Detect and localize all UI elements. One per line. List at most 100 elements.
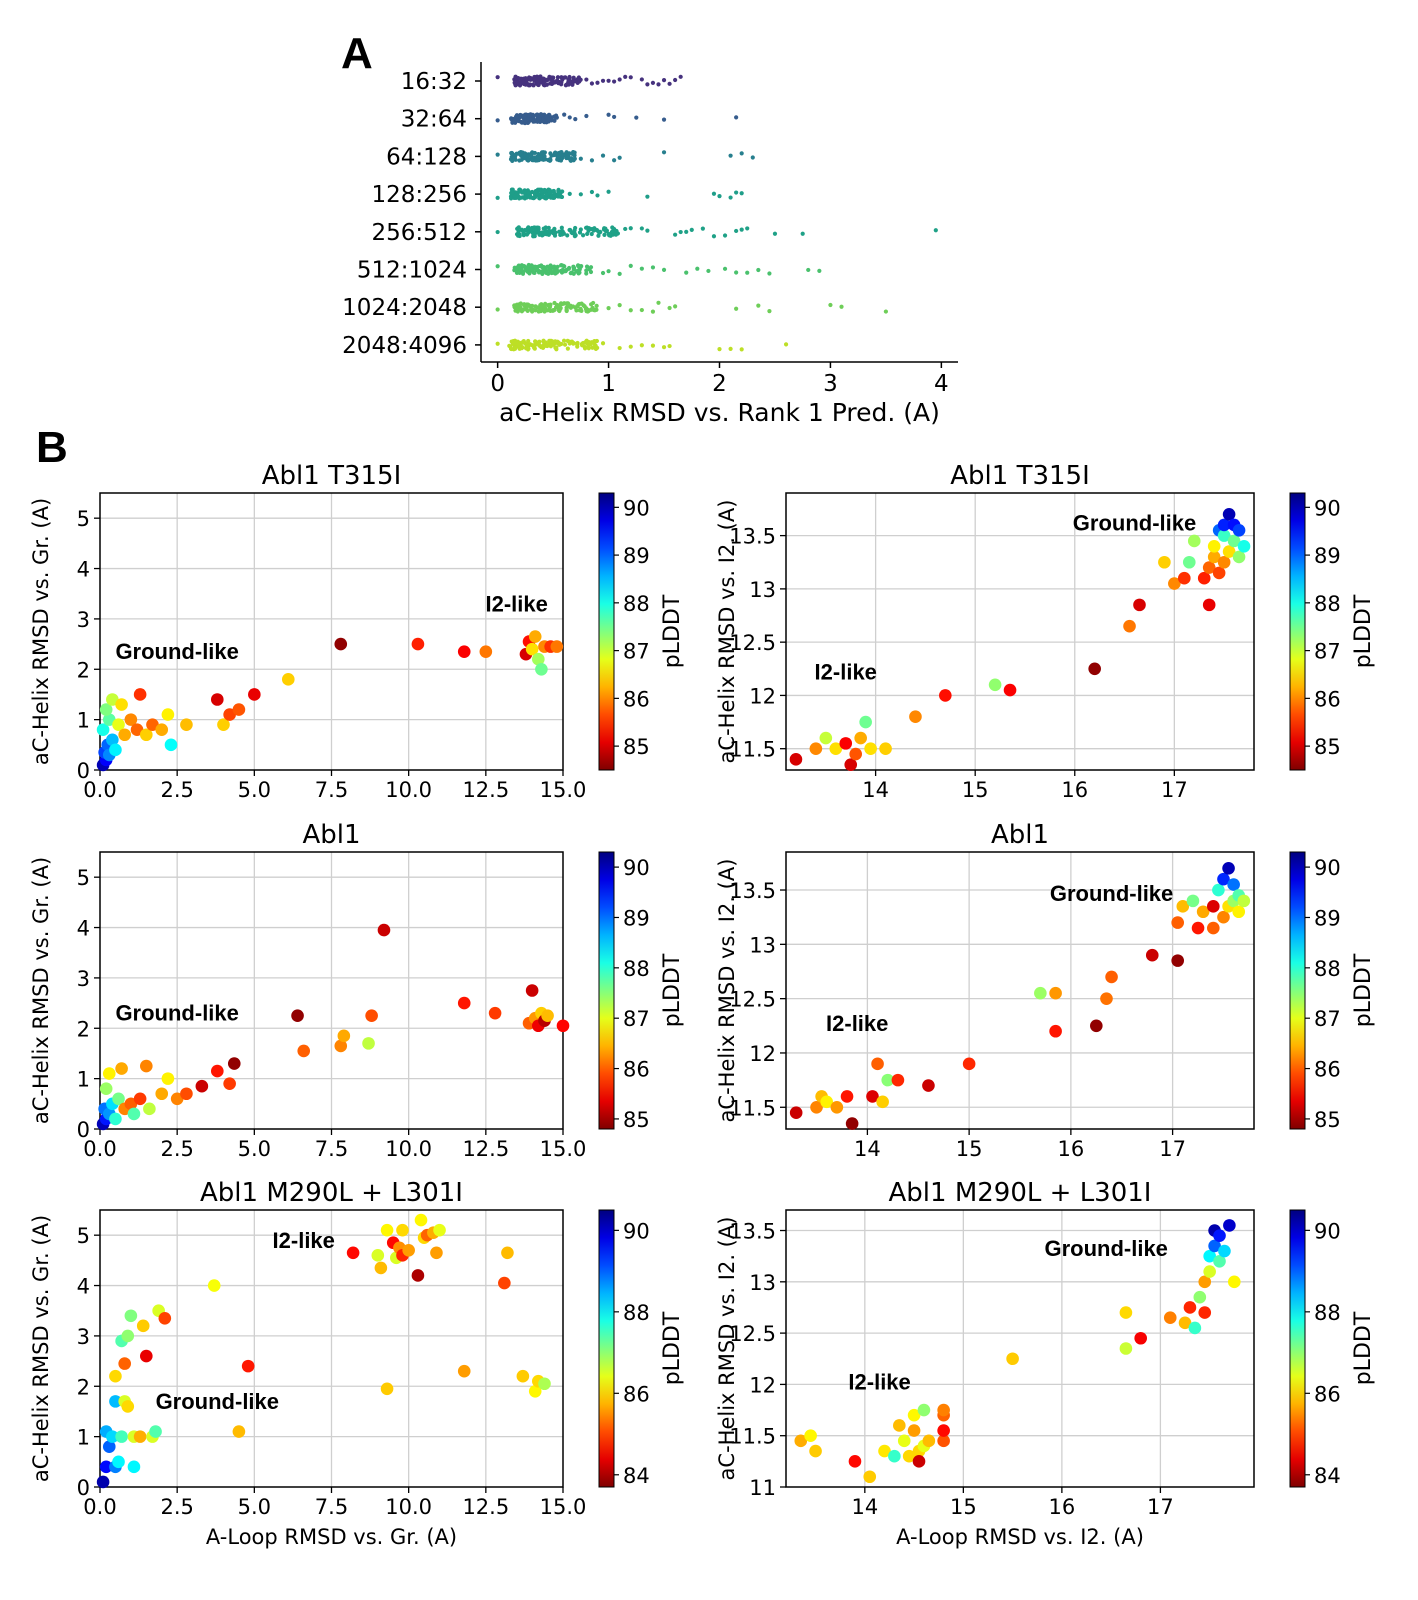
data-point	[1186, 894, 1200, 908]
panel-a-point	[678, 74, 683, 79]
panel-a-point	[661, 77, 667, 83]
panel-a-point	[612, 158, 617, 163]
panel-a-point	[617, 303, 622, 308]
panel-a-point	[628, 226, 633, 231]
panel-a-point	[543, 308, 548, 313]
colorbar-tick-label: 89	[1314, 906, 1341, 930]
panel-a-point	[522, 152, 528, 157]
panel-a-point	[772, 231, 778, 236]
panel-a-point	[588, 265, 594, 270]
data-point	[1198, 1275, 1212, 1289]
panel-a-point	[602, 232, 607, 237]
panel-a-point	[567, 265, 572, 271]
panel-a-point	[588, 269, 594, 275]
y-tick-label: 12	[749, 1373, 776, 1397]
x-tick-label: 2.5	[160, 1137, 193, 1161]
data-point	[115, 1430, 128, 1443]
x-tick-label: 2.5	[160, 1495, 193, 1519]
panel-a-point	[594, 303, 599, 308]
panel-b-plot-2: 14 15 16 17 11.5 12 12.5 13 13.5 Abl1 T315I aC-Hel…	[715, 461, 1376, 802]
data-point	[1134, 1331, 1147, 1345]
plot-title: Abl1 T315I	[262, 461, 402, 491]
panel-a-point	[623, 226, 628, 232]
panel-a-series	[495, 74, 683, 88]
panel-a-point	[933, 228, 938, 233]
x-tick-label: 17	[1147, 1495, 1174, 1519]
panel-a-point	[548, 81, 553, 86]
y-tick-label: 13.5	[729, 879, 776, 903]
panel-a-point	[534, 112, 539, 117]
x-tick-label: 12.5	[462, 1495, 509, 1519]
data-point	[118, 728, 131, 742]
data-point	[365, 1009, 378, 1022]
y-tick-label: 4	[77, 1275, 90, 1299]
x-tick-label: 10.0	[385, 1495, 432, 1519]
data-point	[794, 1434, 808, 1448]
x-tick-label: 14	[862, 778, 889, 802]
data-point	[498, 1276, 511, 1290]
panel-a-point	[527, 83, 532, 88]
panel-a-point	[562, 112, 567, 117]
panel-a-point	[557, 342, 562, 347]
panel-a-point	[544, 270, 549, 275]
data-point	[109, 743, 122, 757]
panel-a-point	[606, 306, 611, 311]
panel-a-point	[565, 346, 570, 351]
panel-a-point	[578, 156, 583, 161]
panel-a-y-tick-label: 16:32	[401, 69, 467, 95]
data-point	[820, 1095, 833, 1109]
data-point	[830, 1100, 844, 1114]
data-point	[210, 1064, 224, 1078]
panel-a-point	[536, 270, 542, 275]
data-point	[917, 1403, 931, 1417]
y-tick-label: 1	[77, 709, 90, 733]
panel-a-point	[518, 112, 523, 118]
annotation-label: I2-like	[848, 1370, 910, 1395]
panel-a-point	[551, 307, 556, 313]
panel-a-point	[513, 157, 518, 162]
panel-a-point	[584, 264, 590, 269]
panel-a-point	[530, 112, 536, 117]
data-points	[789, 861, 1251, 1130]
panel-a-point	[661, 117, 667, 122]
annotation-label: Ground-like	[115, 639, 238, 664]
data-point	[210, 693, 224, 706]
panel-a-point	[673, 77, 678, 83]
panel-a-point	[537, 116, 542, 121]
data-point	[112, 1455, 125, 1469]
panel-a-x-tick-label: 3	[823, 371, 838, 397]
panel-a-point	[561, 231, 566, 236]
panel-a-point	[673, 304, 678, 309]
data-point	[871, 1057, 884, 1071]
panel-a-point	[522, 120, 528, 126]
panel-a-point	[526, 117, 531, 122]
data-point	[96, 1475, 110, 1489]
data-point	[112, 1092, 125, 1106]
data-point	[414, 1213, 428, 1227]
panel-a-point	[628, 308, 633, 313]
plot-background	[786, 852, 1254, 1129]
colorbar-tick-label: 90	[623, 1219, 650, 1243]
panel-a-point	[650, 309, 656, 314]
panel-a-point	[600, 153, 606, 158]
panel-a-point	[495, 229, 500, 235]
data-point	[1171, 916, 1184, 929]
panel-a-point	[538, 195, 543, 200]
panel-a-point	[734, 115, 739, 120]
data-point	[878, 1444, 891, 1458]
panel-a-point	[656, 82, 661, 87]
panel-a-point	[549, 118, 554, 123]
panel-a-point	[628, 344, 633, 349]
panel-a-point	[530, 189, 535, 195]
colorbar-tick-label: 86	[1314, 687, 1341, 711]
panel-a-point	[667, 343, 672, 349]
panel-a-point	[584, 271, 589, 276]
data-point	[143, 1102, 156, 1116]
data-point	[1123, 619, 1136, 633]
panel-a-point	[745, 270, 750, 275]
data-point	[829, 742, 843, 755]
panel-a-point	[495, 152, 500, 157]
data-point	[102, 1440, 116, 1454]
data-point	[810, 1100, 823, 1114]
data-point	[133, 688, 147, 701]
